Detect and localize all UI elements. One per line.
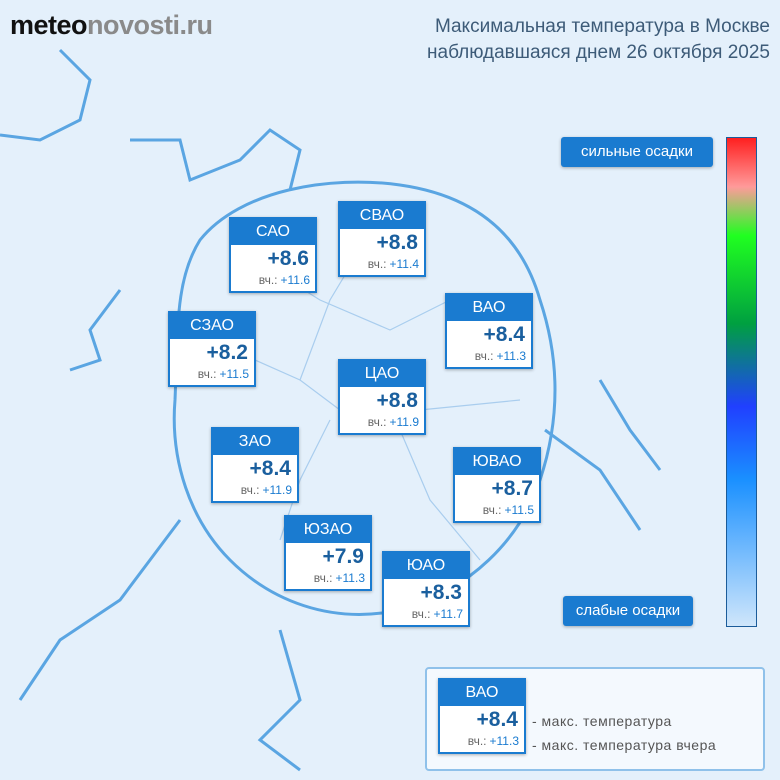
- logo-part: meteo: [10, 10, 88, 40]
- yesterday-label: вч.:: [467, 734, 487, 748]
- yesterday-label: вч.:: [197, 367, 217, 381]
- district-box: ВАО +8.4 вч.: +11.3: [445, 293, 533, 369]
- district-temp: +8.3: [420, 581, 462, 604]
- district-box: СВАО +8.8 вч.: +11.4: [338, 201, 426, 277]
- key-note: - макс. температура: [532, 713, 672, 729]
- yesterday-temp: +11.6: [280, 273, 310, 287]
- district-name: ЦАО: [340, 361, 424, 387]
- city-border: [0, 48, 662, 772]
- district-name: ЮЗАО: [286, 517, 370, 543]
- district-temp: +8.4: [249, 457, 291, 480]
- yesterday-temp: +11.9: [262, 483, 292, 497]
- key-note: - макс. температура вчера: [532, 737, 717, 753]
- district-temp: +7.9: [322, 545, 364, 568]
- yesterday-temp: +11.5: [219, 367, 249, 381]
- district-name: СЗАО: [170, 313, 254, 339]
- yesterday-temp: +11.4: [389, 257, 419, 271]
- title-line: Максимальная температура в Москве: [434, 16, 770, 37]
- district-box: САО +8.6 вч.: +11.6: [229, 217, 317, 293]
- district-box: ВАО +8.4 вч.: +11.3: [438, 678, 526, 754]
- yesterday-label: вч.:: [367, 415, 387, 429]
- district-box: ЮВАО +8.7 вч.: +11.5: [453, 447, 541, 523]
- district-temp: +8.8: [376, 231, 418, 254]
- yesterday-temp: +11.7: [433, 607, 463, 621]
- yesterday-temp: +11.3: [489, 734, 519, 748]
- yesterday-temp: +11.9: [389, 415, 419, 429]
- scale-top-label: сильные осадки: [561, 137, 713, 167]
- district-name: ВАО: [440, 680, 524, 706]
- district-temp: +8.8: [376, 389, 418, 412]
- mkad: [172, 180, 557, 616]
- yesterday-label: вч.:: [313, 571, 333, 585]
- district-temp: +8.4: [476, 708, 518, 731]
- yesterday-label: вч.:: [367, 257, 387, 271]
- yesterday-row: вч.: +11.5: [170, 365, 254, 385]
- yesterday-row: вч.: +11.3: [440, 732, 524, 752]
- district-name: СВАО: [340, 203, 424, 229]
- yesterday-label: вч.:: [482, 503, 502, 517]
- yesterday-row: вч.: +11.6: [231, 271, 315, 291]
- district-name: ЮВАО: [455, 449, 539, 475]
- title: Максимальная температура в Москве наблюд…: [427, 14, 770, 66]
- title-line: наблюдавшаяся днем 26 октября 2025: [427, 42, 770, 63]
- district-temp: +8.4: [483, 323, 525, 346]
- yesterday-temp: +11.3: [335, 571, 365, 585]
- color-scale: [726, 137, 757, 627]
- district-box: ЗАО +8.4 вч.: +11.9: [211, 427, 299, 503]
- district-box: СЗАО +8.2 вч.: +11.5: [168, 311, 256, 387]
- yesterday-row: вч.: +11.9: [340, 413, 424, 433]
- region-border: [0, 48, 662, 772]
- scale-bottom-label: слабые осадки: [563, 596, 693, 626]
- yesterday-label: вч.:: [411, 607, 431, 621]
- district-name: ВАО: [447, 295, 531, 321]
- district-temp: +8.7: [491, 477, 533, 500]
- district-name: ЮАО: [384, 553, 468, 579]
- district-box: ЮАО +8.3 вч.: +11.7: [382, 551, 470, 627]
- yesterday-row: вч.: +11.3: [447, 347, 531, 367]
- yesterday-label: вч.:: [474, 349, 494, 363]
- yesterday-row: вч.: +11.7: [384, 605, 468, 625]
- district-line: [209, 249, 521, 561]
- yesterday-row: вч.: +11.5: [455, 501, 539, 521]
- yesterday-row: вч.: +11.3: [286, 569, 370, 589]
- district-temp: +8.6: [267, 247, 309, 270]
- logo-part: novosti.ru: [87, 10, 213, 40]
- yesterday-temp: +11.5: [504, 503, 534, 517]
- district-name: ЗАО: [213, 429, 297, 455]
- district-name: САО: [231, 219, 315, 245]
- yesterday-row: вч.: +11.4: [340, 255, 424, 275]
- yesterday-temp: +11.3: [496, 349, 526, 363]
- district-box: ЮЗАО +7.9 вч.: +11.3: [284, 515, 372, 591]
- district-temp: +8.2: [206, 341, 248, 364]
- yesterday-label: вч.:: [258, 273, 278, 287]
- district-box: ЦАО +8.8 вч.: +11.9: [338, 359, 426, 435]
- yesterday-label: вч.:: [240, 483, 260, 497]
- district-borders: [209, 249, 521, 561]
- logo[interactable]: meteonovosti.ru: [10, 10, 213, 41]
- yesterday-row: вч.: +11.9: [213, 481, 297, 501]
